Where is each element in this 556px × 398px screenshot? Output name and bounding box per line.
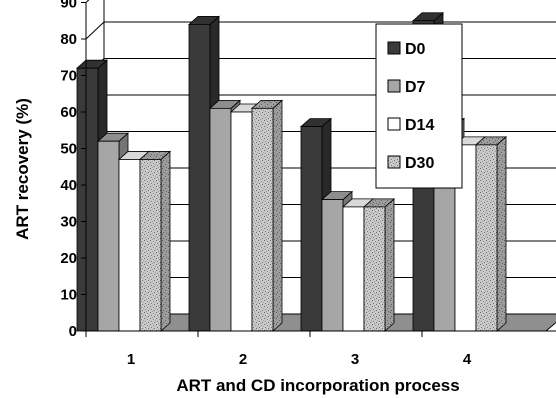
bar-front — [363, 206, 386, 332]
bar-d30-2 — [250, 99, 284, 332]
legend-swatch-d14 — [387, 117, 401, 131]
axes: 0 10 20 30 40 50 60 70 80 90 1 2 3 4 — [60, 0, 556, 368]
bar-front — [321, 199, 344, 332]
bar-front — [139, 159, 162, 332]
legend-label-d30: D30 — [405, 155, 434, 172]
bar-side — [160, 150, 171, 332]
y-tick-label: 80 — [60, 31, 77, 48]
x-tick-label: 1 — [127, 351, 135, 368]
y-tick-label: 60 — [60, 104, 77, 121]
bar-front — [300, 126, 323, 332]
bar-front — [188, 23, 211, 332]
y-tick-label: 10 — [60, 287, 77, 304]
bar-front — [251, 107, 274, 332]
legend-label-d14: D14 — [405, 117, 434, 134]
bar-front — [97, 140, 120, 332]
bar-front — [475, 144, 498, 332]
gridline-diag — [85, 21, 105, 40]
bar-front — [118, 159, 141, 332]
legend: D0 D7 D14 D30 — [375, 23, 463, 189]
bar-front — [76, 67, 99, 332]
bar-d30-1 — [138, 150, 172, 332]
gridline-diag — [85, 0, 90, 3]
y-tick-label: 50 — [60, 141, 77, 158]
x-tick-label: 3 — [351, 351, 359, 368]
bar-side — [496, 135, 507, 332]
x-axis-title: ART and CD incorporation process — [176, 376, 459, 395]
y-axis-title: ART recovery (%) — [13, 98, 32, 240]
legend-swatch-d30 — [387, 155, 401, 169]
legend-label-d7: D7 — [405, 79, 426, 96]
y-tick-label: 20 — [60, 250, 77, 267]
bar-side — [384, 198, 395, 332]
legend-label-d0: D0 — [405, 41, 426, 58]
bar-front — [209, 107, 232, 332]
bar-front — [342, 206, 365, 332]
bar-d30-4 — [474, 135, 508, 332]
legend-swatch-d7 — [387, 79, 401, 93]
x-tick-label: 4 — [463, 351, 472, 368]
y-tick-label: 30 — [60, 214, 77, 231]
y-tick-label: 40 — [60, 177, 77, 194]
y-tick-label: 70 — [60, 68, 77, 85]
x-tick-label: 2 — [239, 351, 247, 368]
bar-side — [272, 99, 283, 332]
y-tick-label: 0 — [69, 323, 77, 340]
bar-d30-3 — [362, 198, 396, 332]
y-tick-label: 90 — [60, 0, 77, 12]
bar-front — [230, 111, 253, 332]
legend-swatch-d0 — [387, 41, 401, 55]
